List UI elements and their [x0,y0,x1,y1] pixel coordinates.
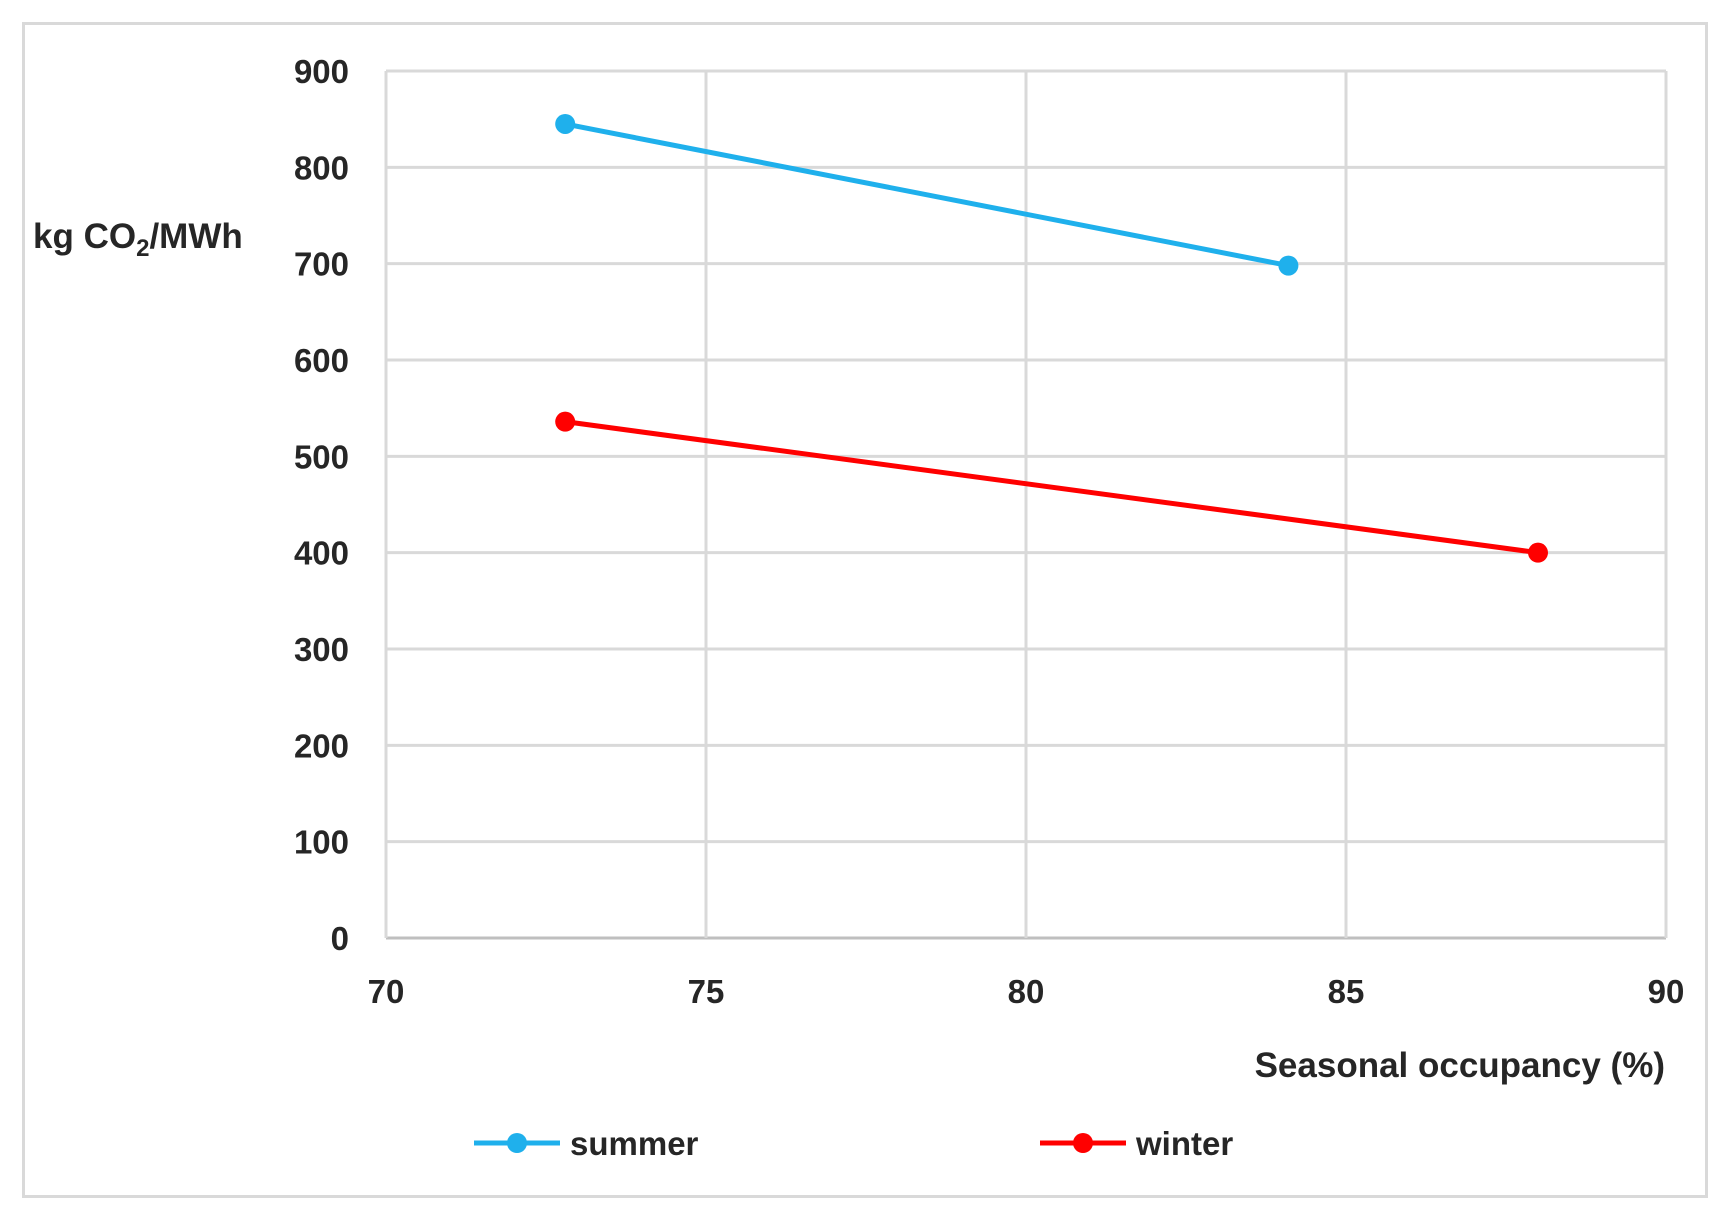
y-tick-700: 700 [294,246,349,283]
y-tick-900: 900 [294,53,349,90]
point-winter-0 [555,411,576,432]
series-winter [555,411,1548,563]
legend-swatch-winter-marker [1073,1133,1093,1153]
chart-frame [22,22,1708,1198]
y-axis-label-part-3: /MWh [149,217,242,256]
y-axis-label-subscript: 2 [136,235,149,262]
point-winter-1 [1528,542,1548,563]
x-tick-85: 85 [1328,973,1365,1010]
series-line-summer [564,121,1289,269]
legend-item-winter: winter [1040,1125,1233,1162]
point-summer-1 [1278,255,1299,276]
x-tick-75: 75 [688,973,725,1010]
series-line-winter [564,419,1539,556]
y-tick-300: 300 [294,631,349,668]
y-tick-200: 200 [294,727,349,764]
y-tick-0: 0 [331,920,349,957]
y-tick-400: 400 [294,535,349,572]
legend-item-summer: summer [474,1125,699,1162]
y-tick-labels: 0 100 200 300 400 500 600 700 800 900 [294,53,349,957]
x-tick-80: 80 [1008,973,1045,1010]
legend: summer winter [474,1125,1233,1162]
series-summer [555,113,1299,276]
series-layer [555,113,1548,563]
y-tick-100: 100 [294,824,349,861]
gridlines [384,69,1668,940]
x-tick-labels: 70 75 80 85 90 [368,973,1685,1010]
x-tick-70: 70 [368,973,405,1010]
y-axis-label-part-1: kg CO [33,217,136,256]
legend-label-winter: winter [1135,1125,1233,1162]
point-summer-0 [555,113,576,134]
y-tick-600: 600 [294,342,349,379]
x-tick-90: 90 [1648,973,1685,1010]
legend-label-summer: summer [570,1125,699,1162]
x-axis-label: Seasonal occupancy (%) [1255,1046,1665,1085]
y-tick-500: 500 [294,438,349,475]
y-tick-800: 800 [294,149,349,186]
legend-swatch-summer-marker [507,1133,527,1153]
y-axis-label: kg CO2/MWh [33,217,243,262]
